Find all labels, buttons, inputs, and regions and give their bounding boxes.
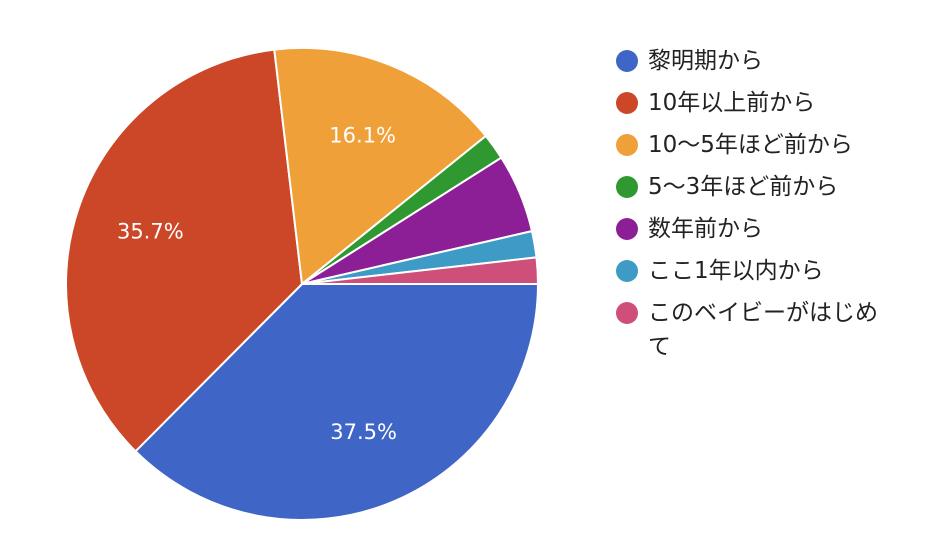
legend-label-6: ここ1年以内から (648, 258, 824, 284)
pie-slices (65, 47, 540, 521)
legend-item-6: ここ1年以内から (616, 254, 916, 288)
legend-swatch-6 (616, 260, 638, 282)
slice-label-1: 37.5% (330, 420, 397, 444)
slice-label-2: 35.7% (117, 220, 184, 244)
legend-label-5: 数年前から (648, 216, 763, 242)
legend-swatch-7 (616, 302, 638, 324)
pie-slice-1 (134, 283, 540, 521)
legend-label-3: 10〜5年ほど前から (648, 132, 853, 158)
legend-item-4: 5〜3年ほど前から (616, 170, 916, 204)
slice-labels: 37.5% 35.7% 16.1% (117, 123, 397, 444)
legend-item-3: 10〜5年ほど前から (616, 128, 916, 162)
legend-label-2: 10年以上前から (648, 90, 816, 116)
legend-label-4: 5〜3年ほど前から (648, 174, 839, 200)
slice-label-3: 16.1% (329, 123, 396, 147)
legend-swatch-1 (616, 50, 638, 72)
pie-slice-2 (65, 48, 304, 453)
legend-item-1: 黎明期から (616, 44, 916, 78)
legend-item-2: 10年以上前から (616, 86, 916, 120)
pie-slice-3 (273, 47, 488, 286)
pie-slice-7 (301, 256, 540, 285)
legend-swatch-4 (616, 176, 638, 198)
legend-label-1: 黎明期から (648, 48, 763, 74)
legend-item-7: このベイビーがはじめて (616, 296, 916, 364)
legend-label-7: このベイビーがはじめて (648, 300, 878, 360)
legend-item-5: 数年前から (616, 212, 916, 246)
legend-swatch-2 (616, 92, 638, 114)
legend-swatch-3 (616, 134, 638, 156)
legend-swatch-5 (616, 218, 638, 240)
